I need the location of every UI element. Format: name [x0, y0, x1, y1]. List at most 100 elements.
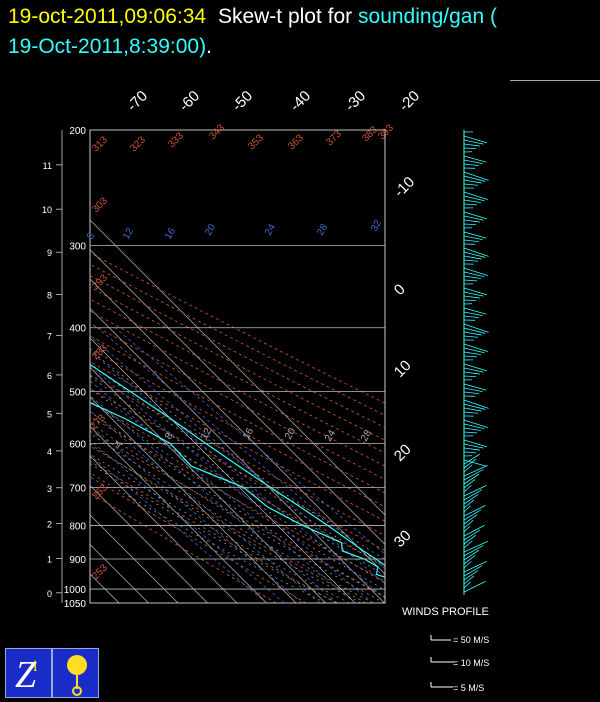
dry-adiabat-line — [0, 130, 366, 603]
mixing-ratio-line — [0, 328, 284, 603]
wind-barb — [464, 440, 487, 447]
dry-adiabat-label: 343 — [207, 122, 227, 142]
pressure-tick-label: 300 — [69, 242, 86, 253]
mixing-ratio-line — [44, 328, 372, 603]
height-km-tick-label: 2 — [47, 520, 52, 530]
moist-adiabat-label: 16 — [241, 426, 256, 442]
moist-adiabat-label: 4 — [113, 439, 126, 450]
wind-barb — [464, 485, 487, 496]
wind-barb — [464, 561, 471, 568]
wind-barb — [464, 541, 488, 552]
temperature-tick-label: -50 — [229, 87, 256, 114]
wind-barb — [464, 520, 473, 528]
wind-barb — [464, 280, 477, 281]
pressure-tick-label: 1050 — [64, 599, 87, 610]
wind-barb — [464, 260, 478, 261]
wind-barb — [464, 156, 486, 162]
zeno-logo-icon: Z i — [5, 648, 52, 698]
isotherm-line — [0, 130, 326, 603]
wind-barb — [464, 505, 486, 516]
temperature-tick-label: 30 — [391, 527, 415, 551]
height-km-tick-label: 8 — [47, 290, 52, 300]
isotherm-line — [0, 130, 267, 603]
mixing-ratio-line — [0, 328, 266, 603]
height-km-tick-label: 7 — [47, 331, 52, 341]
pressure-tick-label: 700 — [69, 483, 86, 494]
wind-barb — [464, 276, 481, 279]
wind-barb — [464, 332, 482, 335]
isotherm-line — [0, 130, 444, 603]
wind-barb — [464, 392, 479, 394]
temperature-tick-label: 10 — [391, 357, 415, 381]
height-km-tick-label: 6 — [47, 371, 52, 381]
wind-barb — [464, 164, 479, 166]
moist-adiabat-label: 28 — [359, 428, 374, 444]
moist-adiabat-label: 12 — [199, 426, 214, 442]
height-km-tick-label: 4 — [47, 447, 52, 457]
wind-key-50: = 50 M/S — [453, 635, 489, 645]
pressure-tick-label: 900 — [69, 555, 86, 566]
isotherm-line — [0, 130, 60, 603]
height-km-tick-label: 11 — [43, 161, 52, 171]
dry-adiabat-label: 313 — [90, 134, 110, 154]
mixing-ratio-label: 16 — [163, 226, 178, 242]
dry-adiabat-label: 263 — [90, 482, 110, 502]
wind-barb — [464, 364, 487, 371]
dry-adiabat-label: 303 — [90, 195, 110, 215]
height-km-tick-label: 9 — [47, 248, 52, 258]
mixing-ratio-line — [9, 328, 337, 603]
moist-adiabat-line — [0, 130, 326, 603]
dry-adiabat-label: 373 — [324, 128, 344, 148]
wind-barb — [464, 136, 487, 143]
height-km-tick-label: 0 — [47, 589, 52, 599]
moist-adiabat-line — [0, 130, 443, 603]
temperature-tick-label: -70 — [124, 87, 151, 114]
dry-adiabat-label: 273 — [88, 412, 108, 432]
wind-barb — [464, 448, 480, 450]
temperature-trace — [0, 130, 419, 589]
wind-barb — [464, 316, 479, 318]
wind-key-10: = 10 M/S — [453, 658, 489, 668]
moist-adiabat-line — [0, 130, 361, 603]
wind-barb — [464, 376, 476, 377]
dry-adiabat-label: 363 — [286, 132, 306, 152]
moist-adiabat-line — [0, 130, 455, 603]
wind-barb — [464, 408, 482, 411]
wind-barb — [464, 412, 478, 413]
wind-barb — [464, 200, 481, 203]
moist-adiabat-line — [0, 130, 420, 603]
wind-barb — [464, 212, 487, 219]
wind-barb — [464, 204, 477, 205]
wind-barb — [464, 485, 471, 492]
wind-barb — [464, 232, 486, 238]
pressure-tick-label: 1000 — [64, 585, 87, 596]
wind-barb — [464, 184, 478, 185]
wind-barb — [464, 428, 481, 431]
mixing-ratio-label: 28 — [315, 222, 330, 238]
temperature-tick-label: -30 — [342, 87, 369, 114]
dry-adiabat-label: 293 — [90, 272, 110, 292]
wind-barb — [464, 240, 479, 242]
dry-adiabat-line — [0, 130, 426, 603]
height-km-tick-label: 3 — [47, 484, 52, 494]
wind-barb — [464, 336, 478, 337]
wind-profile-label: WINDS PROFILE — [402, 606, 489, 618]
pressure-tick-label: 600 — [69, 439, 86, 450]
wind-barb — [464, 220, 480, 222]
temperature-tick-label: 0 — [391, 281, 409, 299]
wind-barb — [464, 144, 480, 146]
temperature-tick-label: -60 — [176, 87, 203, 114]
wind-barb — [464, 296, 480, 298]
wind-barb — [464, 465, 472, 472]
wind-barb — [464, 352, 481, 355]
isotherm-line — [0, 130, 31, 603]
mixing-ratio-label: 12 — [121, 226, 136, 242]
height-km-tick-label: 1 — [47, 554, 52, 564]
wind-barb — [464, 581, 486, 592]
mixing-ratio-label: 24 — [263, 222, 278, 238]
dry-adiabat-label: 253 — [90, 562, 110, 582]
wind-barb — [464, 180, 482, 183]
moist-adiabat-line — [0, 130, 408, 603]
moist-adiabat-line — [0, 130, 349, 603]
